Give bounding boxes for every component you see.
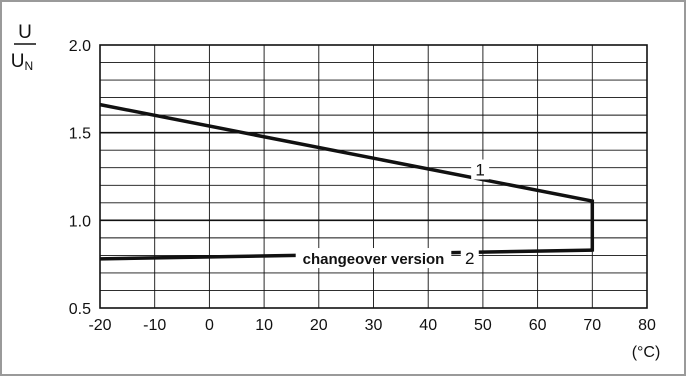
series-label-1: 1 xyxy=(475,160,484,179)
annotation-changeover-version: changeover version xyxy=(303,251,445,268)
tick-labels: -20 -10 0 10 20 30 40 50 60 70 80 0.5 1.0 1.5 2.0 xyxy=(69,38,656,334)
series-label-2: 2 xyxy=(465,249,474,268)
annotations: 1 2 changeover version xyxy=(295,159,490,269)
x-tick-label: 0 xyxy=(205,317,214,334)
x-tick-label: -20 xyxy=(88,317,111,334)
y-axis-label: U UN xyxy=(11,22,36,73)
y-tick-label: 1.0 xyxy=(69,213,91,230)
y-tick-label: 0.5 xyxy=(69,301,91,318)
x-tick-label: 10 xyxy=(255,317,273,334)
grid xyxy=(99,44,648,309)
x-tick-label: 40 xyxy=(419,317,437,334)
annotation-background xyxy=(295,248,452,269)
x-tick-label: 20 xyxy=(310,317,328,334)
x-tick-label: 30 xyxy=(365,317,383,334)
x-tick-label: 70 xyxy=(583,317,601,334)
series-line-1 xyxy=(99,102,593,203)
y-label-numerator: U xyxy=(18,22,32,43)
y-label-denominator: UN xyxy=(11,51,33,73)
annotation-background xyxy=(471,159,490,180)
y-tick-label: 1.5 xyxy=(69,126,91,143)
y-label-denominator-main: U xyxy=(11,51,25,72)
x-axis-unit: (°C) xyxy=(632,344,661,361)
plot-area-border xyxy=(99,44,648,309)
annotation-background xyxy=(460,248,479,269)
x-tick-label: 60 xyxy=(529,317,547,334)
y-label-denominator-sub: N xyxy=(25,59,34,73)
x-tick-label: 80 xyxy=(638,317,656,334)
y-tick-label: 2.0 xyxy=(69,38,91,55)
x-tick-label: 50 xyxy=(474,317,492,334)
x-tick-label: -10 xyxy=(143,317,166,334)
